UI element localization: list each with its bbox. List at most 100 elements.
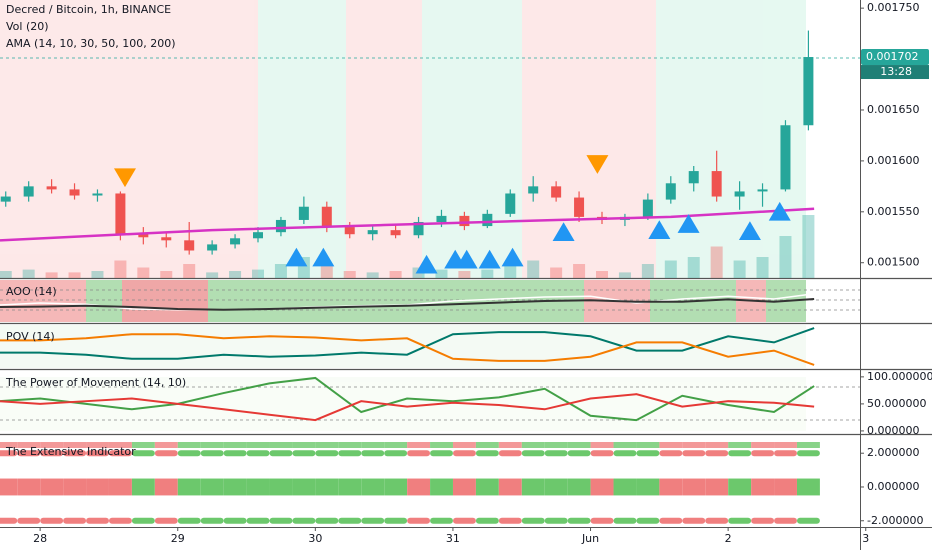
signal-bar [544,478,568,496]
candle-body [734,191,745,197]
signal-dots [751,517,775,524]
signal-dots [17,517,41,524]
ma-label: AMA (14, 10, 30, 50, 100, 200) [6,37,176,50]
signal-bar [361,478,385,496]
volume-bar [320,265,333,278]
signal-bar [613,478,637,496]
volume-bar [137,267,150,278]
signal-bar [154,478,178,496]
signal-dots [246,450,270,457]
signal-dots [200,517,224,524]
signal-dots [361,517,385,524]
signal-dots [590,450,614,457]
signal-cross [154,442,178,448]
candle-body [367,230,378,235]
signal-dots [315,450,339,457]
bg-pane [0,325,806,368]
indicator-line [0,298,815,311]
candle-body [230,238,241,245]
signal-dots [797,517,820,524]
signal-dots [361,450,385,457]
x-tick-label: 29 [171,532,185,545]
candle-body [115,193,126,235]
signal-dots [63,517,87,524]
signal-dots [63,450,87,457]
signal-dots [567,450,591,457]
signal-dots [774,450,797,457]
signal-bar [292,478,316,496]
signal-dots [728,517,752,524]
signal-dots [86,517,109,524]
buy-signal [501,247,524,267]
candle-body [551,186,562,198]
signal-cross [109,442,132,448]
volume-bar [733,260,746,278]
signal-dots [567,517,591,524]
candle-body [69,189,80,196]
candle-body [574,197,585,217]
signal-cross [315,442,339,448]
volume-bar [710,246,723,278]
volume-bar [91,271,104,278]
indicator-line [0,393,815,422]
x-tick-label: 31 [446,532,460,545]
candle-body [757,189,768,192]
volume-bar [68,272,81,278]
signal-dots [131,450,155,457]
volume-bar [114,260,127,278]
signal-cross [751,442,775,448]
candle-body [23,186,34,197]
volume-bar [274,264,287,278]
signal-dots [246,517,270,524]
candle-body [459,215,470,227]
signal-dots [109,517,132,524]
signal-bar [453,478,476,496]
signal-dots [338,517,362,524]
y-tick-label: 0.001650 [867,103,920,116]
candle-body [161,237,172,241]
signal-dots [223,450,247,457]
candle-body [688,171,699,184]
volume-bar [343,271,356,278]
volume-bar [45,272,58,278]
indicator-line [0,327,815,360]
candle-body [642,199,653,217]
indicator-line [0,376,815,422]
signal-cross [453,442,476,448]
volume-label: Vol (20) [6,20,49,33]
signal-dots [705,450,729,457]
signal-dots [705,517,729,524]
buy-signal [677,214,700,233]
bg-green [422,0,522,278]
signal-dots [544,517,568,524]
signal-cross [200,442,224,448]
volume-bar [435,269,448,278]
signal-dots [17,450,41,457]
volume-bar [252,269,264,278]
signal-cross [86,442,109,448]
signal-dots [659,450,683,457]
ma-line [0,207,815,242]
buy-signal [312,247,335,267]
signal-bar [63,478,87,496]
signal-bar [109,478,132,496]
signal-bar [728,478,752,496]
y-tick-label: 0.001550 [867,205,920,218]
indicator-line [0,333,815,366]
signal-cross [0,442,18,448]
signal-dots [475,517,499,524]
volume-bar [0,271,12,278]
last-price-tag [861,49,929,66]
signal-dots [430,450,453,457]
signal-bar [659,478,683,496]
signal-cross [40,442,64,448]
signal-dots [659,517,683,524]
volume-bar [229,271,242,278]
signal-dots [177,450,201,457]
signal-cross [63,442,87,448]
signal-bar [131,478,155,496]
bg-green [86,280,122,322]
signal-cross [705,442,729,448]
signal-cross [544,442,568,448]
